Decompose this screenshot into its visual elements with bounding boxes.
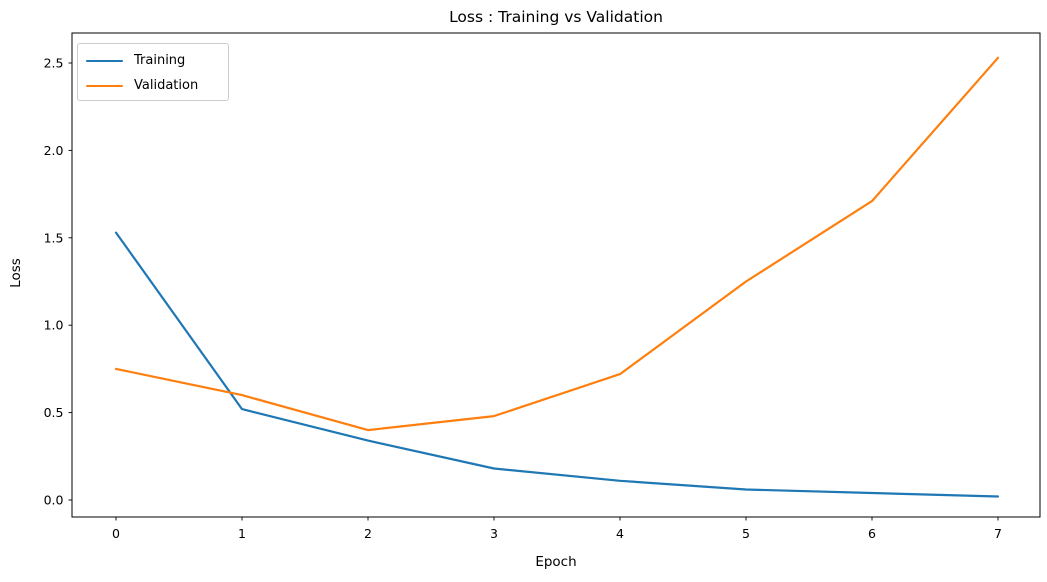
x-tick-label: 0 — [112, 526, 120, 541]
legend-entry-validation: Validation — [86, 78, 228, 94]
legend-label-validation: Validation — [134, 78, 199, 93]
x-tick-label: 5 — [742, 526, 750, 541]
y-tick-label: 0.0 — [44, 493, 64, 508]
axes-spines — [71, 32, 1041, 518]
y-tick-label: 0.5 — [44, 405, 64, 420]
legend: Training Validation — [77, 43, 229, 101]
y-axis-label: Loss — [8, 258, 24, 288]
x-tick-label: 7 — [994, 526, 1002, 541]
y-tick-label: 1.5 — [44, 230, 64, 245]
chart-title: Loss : Training vs Validation — [449, 8, 663, 26]
training-line-swatch — [86, 59, 123, 63]
x-tick-label: 3 — [490, 526, 498, 541]
training-line — [114, 231, 1000, 498]
x-tick-label: 1 — [238, 526, 246, 541]
x-tick-label: 6 — [868, 526, 876, 541]
validation-line-swatch — [86, 84, 123, 88]
x-tick-label: 2 — [364, 526, 372, 541]
legend-label-training: Training — [134, 53, 186, 68]
legend-entry-training: Training — [86, 53, 228, 69]
y-tick-label: 2.0 — [44, 143, 64, 158]
y-tick-label: 2.5 — [44, 56, 64, 71]
validation-line — [114, 56, 1000, 432]
x-axis-label: Epoch — [535, 554, 576, 570]
x-tick-label: 4 — [616, 526, 624, 541]
y-tick-label: 1.0 — [44, 318, 64, 333]
